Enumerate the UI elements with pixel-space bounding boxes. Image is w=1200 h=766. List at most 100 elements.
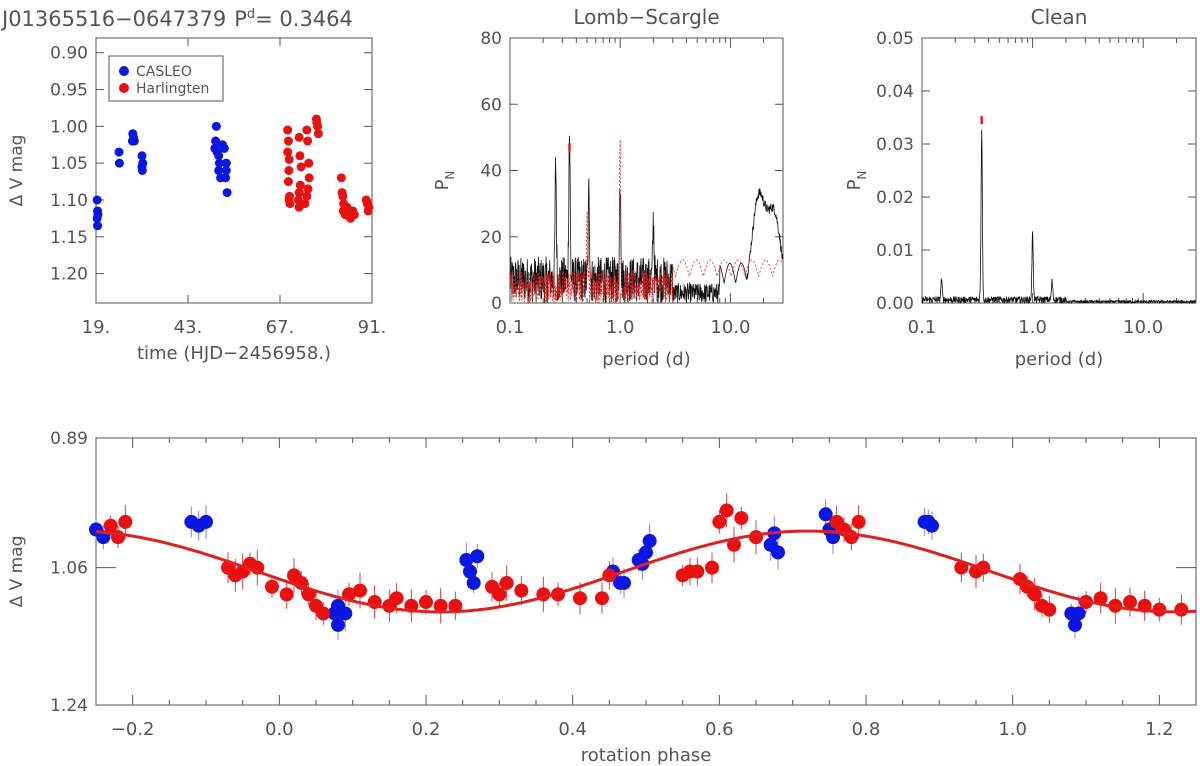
- phase-point-harlingten: [433, 598, 448, 613]
- phase-point-harlingten: [734, 511, 749, 526]
- ts-point-casleo: [129, 136, 139, 146]
- phase-point-harlingten: [514, 583, 529, 598]
- phase-point-harlingten: [316, 606, 331, 621]
- ts-point-harlingten: [303, 184, 313, 194]
- ts-xtick-label: 67.: [266, 317, 295, 338]
- ts-point-harlingten: [303, 136, 313, 146]
- ts-point-casleo: [114, 158, 124, 168]
- phase-point-casleo: [1071, 606, 1086, 621]
- phase-point-harlingten: [573, 591, 587, 606]
- ts-ytick-label: 0.90: [50, 44, 88, 64]
- ts-point-casleo: [93, 210, 103, 220]
- ts-legend-box: [108, 55, 224, 102]
- phase-point-harlingten: [712, 514, 727, 529]
- clean-frame: [921, 37, 1197, 304]
- ls-xtick-label: 1.0: [606, 317, 635, 338]
- phase-xtick-label: 0.4: [558, 719, 587, 740]
- ts-point-casleo: [221, 173, 231, 183]
- ts-legend-marker: [119, 66, 129, 76]
- star-id: J01365516−0647379: [0, 7, 226, 31]
- phase-point-harlingten: [1174, 602, 1189, 617]
- phase-point-harlingten: [719, 503, 734, 518]
- ls-window-spectrum: [509, 139, 784, 304]
- phase-xtick-label: 0.6: [705, 719, 734, 740]
- ts-point-casleo: [214, 151, 224, 161]
- clean-xtick-label: 1.0: [1018, 317, 1047, 338]
- ts-point-harlingten: [283, 147, 293, 157]
- phase-ytick-label: 1.06: [50, 559, 88, 579]
- phase-point-harlingten: [595, 591, 609, 606]
- ts-point-harlingten: [294, 188, 304, 198]
- clean-ytick-label: 0.04: [876, 82, 914, 102]
- ts-point-harlingten: [302, 125, 312, 135]
- ts-point-harlingten: [349, 210, 359, 220]
- ts-xtick-label: 91.: [358, 317, 387, 338]
- phase-panel: −0.2 0.0 0.2 0.4 0.6 0.8 1.0 1.2 0.89 1.06 1.24 rot…: [7, 429, 1197, 766]
- clean-xtick-label: 10.0: [1123, 317, 1163, 338]
- phase-point-casleo: [331, 617, 345, 632]
- period-sup: d: [247, 7, 255, 22]
- phase-point-casleo: [199, 514, 213, 529]
- ts-legend-label: CASLEO: [136, 64, 192, 80]
- clean-title: Clean: [1031, 5, 1088, 29]
- phase-point-casleo: [771, 545, 785, 560]
- ts-point-harlingten: [285, 191, 295, 201]
- ts-point-harlingten: [336, 173, 346, 183]
- phase-xlabel: rotation phase: [581, 745, 712, 766]
- phase-xtick-label: 0.8: [852, 719, 881, 740]
- phase-point-harlingten: [103, 518, 118, 533]
- ts-point-harlingten: [285, 199, 295, 209]
- phase-xtick-label: 1.0: [998, 719, 1027, 740]
- ts-point-casleo: [211, 136, 221, 146]
- phase-point-harlingten: [419, 595, 433, 610]
- phase-point-harlingten: [690, 564, 705, 579]
- ts-point-casleo: [211, 121, 221, 131]
- ls-xtick-label: 10.0: [710, 317, 750, 338]
- phase-point-casleo: [1068, 617, 1082, 632]
- ts-point-casleo: [128, 129, 138, 139]
- phase-xtick-label: 0.0: [265, 719, 294, 740]
- clean-ytick-label: 0.03: [876, 135, 914, 155]
- ts-point-harlingten: [283, 136, 293, 146]
- clean-ylabel-main: P: [844, 179, 865, 190]
- phase-point-casleo: [818, 507, 833, 522]
- ts-point-harlingten: [295, 151, 305, 161]
- ts-point-harlingten: [293, 195, 303, 205]
- clean-ytick-label: 0.00: [876, 294, 914, 314]
- ts-point-casleo: [137, 151, 147, 161]
- ts-point-harlingten: [283, 125, 293, 135]
- ts-xlabel: time (HJD−2456958.): [137, 343, 331, 364]
- ls-xlabel: period (d): [602, 349, 691, 370]
- ts-ylabel: Δ V mag: [7, 135, 27, 207]
- phase-ytick-label: 1.24: [50, 696, 88, 716]
- ts-point-casleo: [221, 158, 231, 168]
- ls-ylabel: PN: [432, 171, 457, 191]
- ts-ytick-label: 1.15: [50, 228, 88, 248]
- clean-ylabel-sub: N: [855, 171, 869, 180]
- phase-point-casleo: [617, 575, 631, 590]
- phase-point-casleo: [639, 545, 653, 560]
- ls-ytick-label: 40: [480, 162, 502, 182]
- period-label: P: [234, 7, 247, 31]
- phase-point-casleo: [331, 598, 345, 613]
- ts-ytick-label: 1.20: [50, 265, 88, 285]
- ls-ytick-label: 20: [480, 228, 502, 248]
- ts-point-harlingten: [284, 154, 294, 164]
- ts-point-casleo: [214, 158, 224, 168]
- phase-point-harlingten: [492, 587, 507, 602]
- ls-ylabel-sub: N: [443, 171, 457, 180]
- ts-point-harlingten: [313, 129, 323, 139]
- ts-point-casleo: [92, 195, 102, 205]
- ls-ytick-label: 60: [480, 95, 502, 115]
- ts-point-harlingten: [300, 199, 310, 209]
- ts-point-harlingten: [283, 177, 293, 187]
- phase-point-harlingten: [851, 514, 866, 529]
- ls-ytick-label: 80: [480, 29, 502, 49]
- phase-point-harlingten: [389, 591, 404, 606]
- clean-ytick-label: 0.05: [876, 29, 914, 49]
- clean-ylabel: PN: [844, 171, 869, 191]
- ls-title: Lomb−Scargle: [573, 5, 719, 29]
- phase-point-casleo: [463, 564, 477, 579]
- phase-point-harlingten: [727, 537, 741, 552]
